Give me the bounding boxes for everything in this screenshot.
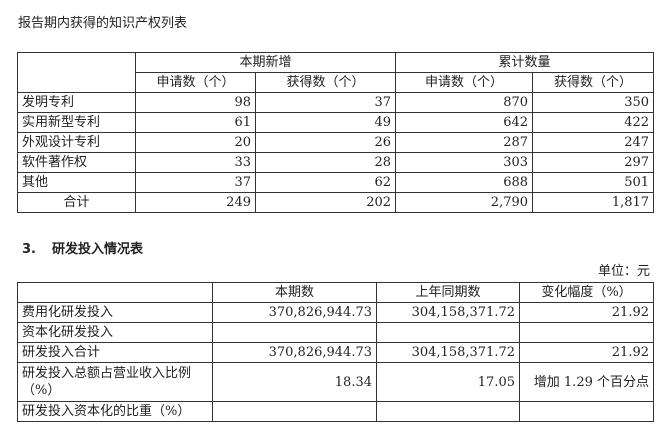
table-cell: 247 xyxy=(532,132,655,153)
ip-table: 本期新增 累计数量 申请数（个） 获得数（个） 申请数（个） 获得数（个） 发明… xyxy=(17,52,655,213)
table-cell: 18.34 xyxy=(212,362,377,402)
table-row: 资本化研发投入 xyxy=(17,322,654,343)
group-header: 本期新增 xyxy=(134,52,397,73)
row-label: 研发投入资本化的比重（%） xyxy=(17,401,213,422)
table-cell: 422 xyxy=(532,112,655,133)
table-cell: 26 xyxy=(254,132,397,153)
table-cell: 370,826,944.73 xyxy=(212,302,377,323)
table-cell xyxy=(376,401,520,422)
sub-header: 申请数（个） xyxy=(135,72,256,93)
table-cell: 304,158,371.72 xyxy=(376,342,520,363)
table-cell xyxy=(212,322,377,343)
table-row: 实用新型专利 61 49 642 422 xyxy=(17,112,655,133)
table-cell: 21.92 xyxy=(519,342,654,363)
table-cell xyxy=(519,401,654,422)
table-cell: 249 xyxy=(135,192,256,213)
table-cell: 202 xyxy=(254,192,397,213)
row-label: 软件著作权 xyxy=(17,152,136,173)
table-cell: 2,790 xyxy=(395,192,534,213)
table-cell: 49 xyxy=(254,112,397,133)
table-row: 其他 37 62 688 501 xyxy=(17,172,655,193)
table-row: 软件著作权 33 28 303 297 xyxy=(17,152,655,173)
table-cell: 37 xyxy=(135,172,256,193)
table-row: 研发投入资本化的比重（%） xyxy=(17,401,654,422)
table-cell: 350 xyxy=(532,92,655,113)
ip-table-title: 报告期内获得的知识产权列表 xyxy=(18,16,188,31)
row-label: 费用化研发投入 xyxy=(17,302,213,323)
table-row: 发明专利 98 37 870 350 xyxy=(17,92,655,113)
column-header: 上年同期数 xyxy=(376,282,520,303)
rd-table-title: 研发投入情况表 xyxy=(51,242,143,257)
empty-header-cell xyxy=(17,282,213,303)
table-cell xyxy=(519,322,654,343)
column-header: 变化幅度（%） xyxy=(519,282,654,303)
table-cell: 20 xyxy=(135,132,256,153)
row-label: 研发投入总额占营业收入比例（%） xyxy=(17,362,213,402)
table-row: 研发投入合计 370,826,944.73 304,158,371.72 21.92 xyxy=(17,342,654,363)
table-cell: 33 xyxy=(135,152,256,173)
table-cell: 17.05 xyxy=(376,362,520,402)
section-number: 3. xyxy=(22,242,36,257)
table-cell: 增加 1.29 个百分点 xyxy=(519,362,654,402)
unit-label: 单位：元 xyxy=(597,264,650,279)
table-cell xyxy=(376,322,520,343)
table-cell: 287 xyxy=(395,132,534,153)
table-cell: 688 xyxy=(395,172,534,193)
table-cell: 61 xyxy=(135,112,256,133)
table-row: 合计 249 202 2,790 1,817 xyxy=(17,192,655,213)
table-cell: 37 xyxy=(254,92,397,113)
table-cell: 303 xyxy=(395,152,534,173)
table-cell: 28 xyxy=(254,152,397,173)
rd-table: 本期数 上年同期数 变化幅度（%） 费用化研发投入 370,826,944.73 3… xyxy=(17,282,654,422)
table-cell: 501 xyxy=(532,172,655,193)
row-label: 资本化研发投入 xyxy=(17,322,213,343)
table-cell: 297 xyxy=(532,152,655,173)
table-cell: 642 xyxy=(395,112,534,133)
rd-section-heading: 3. 研发投入情况表 xyxy=(22,238,143,257)
table-cell: 304,158,371.72 xyxy=(376,302,520,323)
group-header: 累计数量 xyxy=(395,52,655,73)
table-cell: 370,826,944.73 xyxy=(212,342,377,363)
row-label: 外观设计专利 xyxy=(17,132,136,153)
table-cell xyxy=(212,401,377,422)
column-header: 本期数 xyxy=(212,282,377,303)
table-cell: 98 xyxy=(135,92,256,113)
table-cell: 1,817 xyxy=(532,192,655,213)
sub-header: 申请数（个） xyxy=(395,72,534,93)
table-cell: 62 xyxy=(254,172,397,193)
row-label: 其他 xyxy=(17,172,136,193)
table-row: 研发投入总额占营业收入比例（%） 18.34 17.05 增加 1.29 个百分点 xyxy=(17,362,654,402)
sub-header: 获得数（个） xyxy=(254,72,397,93)
empty-header-cell xyxy=(17,52,136,93)
row-label: 实用新型专利 xyxy=(17,112,136,133)
table-cell: 21.92 xyxy=(519,302,654,323)
row-label: 合计 xyxy=(17,192,136,213)
table-row: 费用化研发投入 370,826,944.73 304,158,371.72 21.92 xyxy=(17,302,654,323)
row-label: 研发投入合计 xyxy=(17,342,213,363)
row-label: 发明专利 xyxy=(17,92,136,113)
sub-header: 获得数（个） xyxy=(532,72,655,93)
table-row: 外观设计专利 20 26 287 247 xyxy=(17,132,655,153)
table-cell: 870 xyxy=(395,92,534,113)
